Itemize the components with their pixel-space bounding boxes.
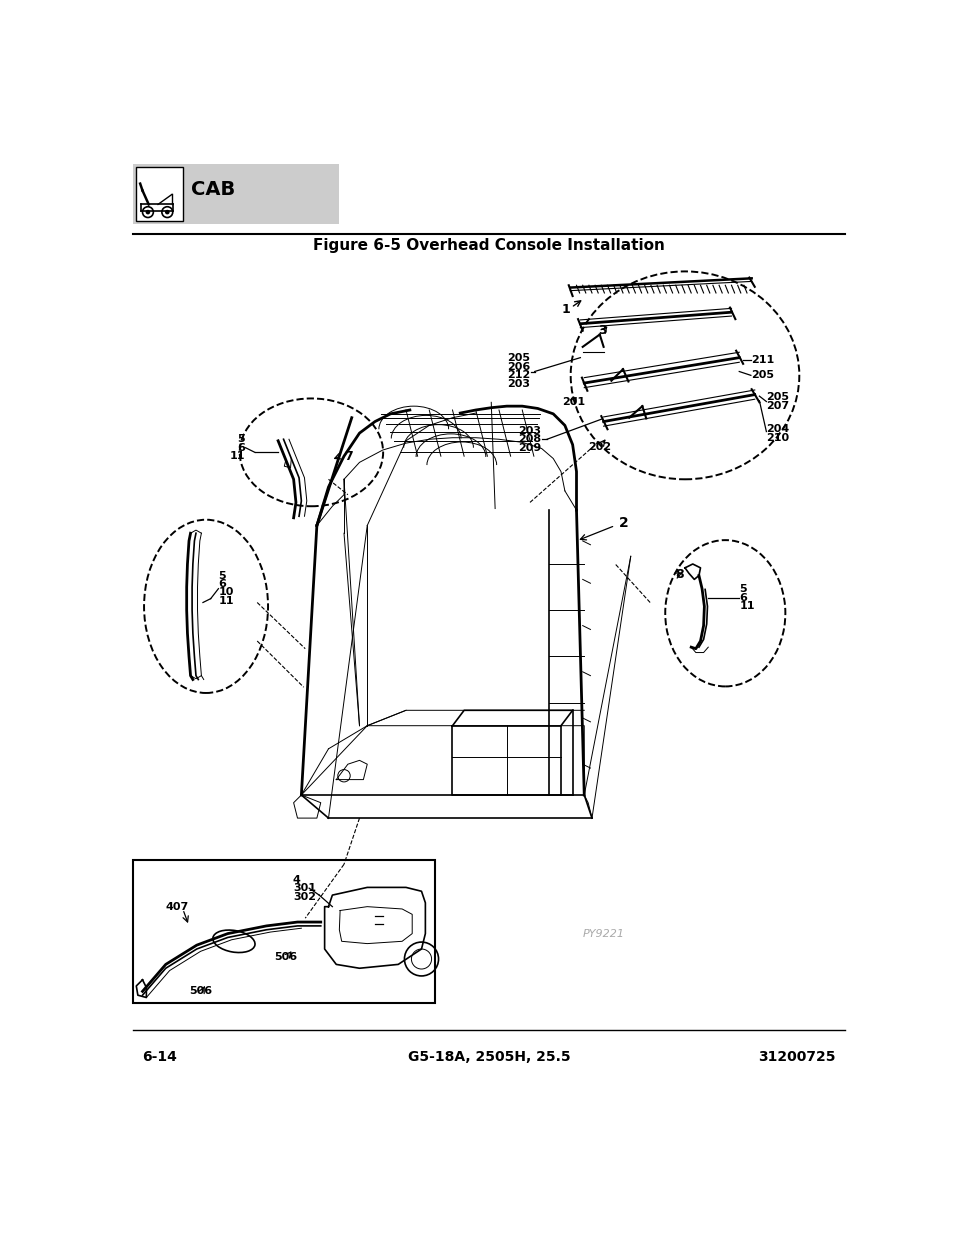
Text: 208: 208 [518,435,541,445]
Text: 506: 506 [274,952,297,962]
Text: PY9221: PY9221 [582,929,624,939]
Circle shape [165,210,170,215]
Circle shape [146,210,150,215]
Text: 506: 506 [189,987,212,997]
Text: 407: 407 [166,902,189,911]
Text: 210: 210 [765,432,789,442]
Text: 205: 205 [506,353,530,363]
Text: 6: 6 [218,579,226,589]
Text: 31200725: 31200725 [757,1050,835,1063]
Text: 212: 212 [506,370,530,380]
Text: 203: 203 [518,426,541,436]
Text: 205: 205 [765,391,788,401]
Text: 6-14: 6-14 [142,1050,177,1063]
Text: 10: 10 [218,588,233,598]
Text: 2: 2 [618,516,628,530]
Text: 6: 6 [739,593,746,603]
Text: 209: 209 [517,442,541,453]
Text: G5-18A, 2505H, 25.5: G5-18A, 2505H, 25.5 [407,1050,570,1063]
Text: 6: 6 [236,442,245,453]
Text: 5: 5 [237,435,245,445]
Text: 7: 7 [344,450,353,463]
Text: 206: 206 [506,362,530,372]
Text: 302: 302 [293,892,315,902]
Text: 201: 201 [562,398,585,408]
FancyBboxPatch shape [133,163,338,224]
Text: Figure 6-5 Overhead Console Installation: Figure 6-5 Overhead Console Installation [313,237,664,253]
Text: 5: 5 [218,571,226,580]
Text: 1: 1 [560,304,570,316]
Text: 3: 3 [598,325,606,337]
Text: 204: 204 [765,425,789,435]
Text: 205: 205 [750,370,773,380]
Text: 301: 301 [293,883,315,893]
Text: 11: 11 [218,597,233,606]
Text: 11: 11 [739,601,754,611]
Text: 4: 4 [293,874,300,884]
Text: 5: 5 [739,584,746,594]
Text: 8: 8 [675,568,683,580]
Text: 203: 203 [506,379,530,389]
FancyBboxPatch shape [136,167,183,221]
FancyBboxPatch shape [133,861,435,1003]
Text: 207: 207 [765,401,789,411]
Text: 211: 211 [750,354,773,366]
Text: CAB: CAB [192,180,235,199]
Text: 202: 202 [587,442,611,452]
Text: 11: 11 [229,451,245,461]
